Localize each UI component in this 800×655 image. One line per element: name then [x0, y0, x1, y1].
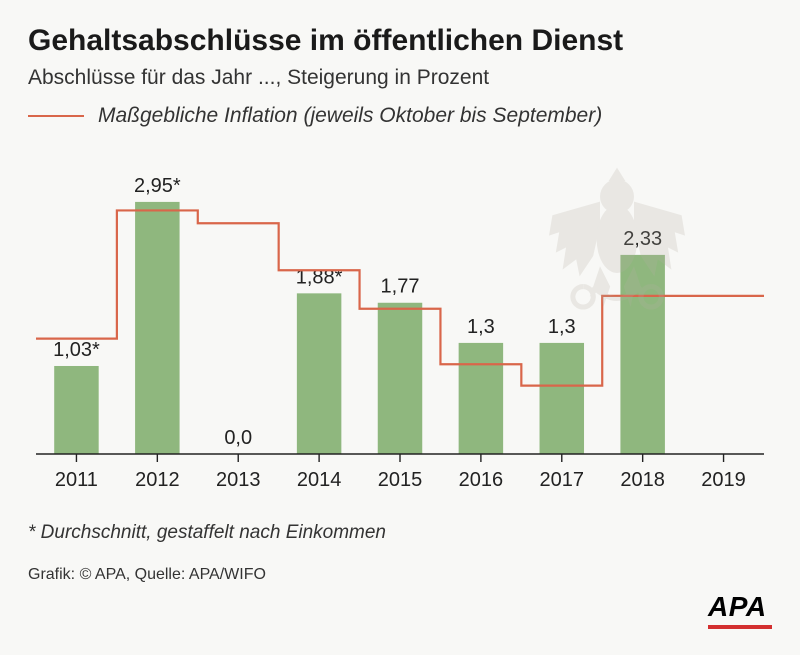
chart-container: Gehaltsabschlüsse im öffentlichen Dienst… [0, 0, 800, 655]
x-label-2018: 2018 [620, 469, 665, 491]
credits: Grafik: © APA, Quelle: APA/WIFO [28, 566, 772, 584]
footnote: * Durchschnitt, gestaffelt nach Einkomme… [28, 522, 772, 544]
logo-underline [708, 625, 772, 629]
x-label-2011: 2011 [55, 469, 98, 491]
x-label-2015: 2015 [378, 469, 423, 491]
bar-label-2015: 1,77 [381, 276, 420, 298]
legend: Maßgebliche Inflation (jeweils Oktober b… [28, 104, 772, 128]
subtitle: Abschlüsse für das Jahr ..., Steigerung … [28, 66, 772, 90]
chart-area: 1,03*2,95*0,01,88*1,771,31,32,3320112012… [28, 164, 772, 504]
bar-2012 [135, 202, 179, 454]
x-label-2012: 2012 [135, 469, 180, 491]
bar-2016 [459, 343, 503, 454]
x-label-2016: 2016 [459, 469, 504, 491]
bar-label-2011: 1,03* [53, 339, 100, 361]
x-label-2014: 2014 [297, 469, 342, 491]
apa-logo: APA [708, 591, 772, 629]
x-label-2017: 2017 [540, 469, 585, 491]
x-label-2019: 2019 [701, 469, 746, 491]
bar-2017 [540, 343, 584, 454]
logo-text: APA [708, 591, 767, 622]
bar-2011 [54, 366, 98, 454]
bar-2018 [620, 255, 664, 454]
legend-label: Maßgebliche Inflation (jeweils Oktober b… [98, 104, 602, 128]
bar-label-2017: 1,3 [548, 316, 576, 338]
bar-2014 [297, 293, 341, 454]
bar-chart: 1,03*2,95*0,01,88*1,771,31,32,3320112012… [28, 164, 772, 504]
bar-label-2016: 1,3 [467, 316, 495, 338]
bar-label-2013: 0,0 [224, 427, 252, 449]
x-label-2013: 2013 [216, 469, 261, 491]
legend-line-swatch [28, 115, 84, 117]
page-title: Gehaltsabschlüsse im öffentlichen Dienst [28, 24, 772, 58]
bar-label-2018: 2,33 [623, 228, 662, 250]
bar-label-2012: 2,95* [134, 175, 181, 197]
bar-2015 [378, 303, 422, 454]
